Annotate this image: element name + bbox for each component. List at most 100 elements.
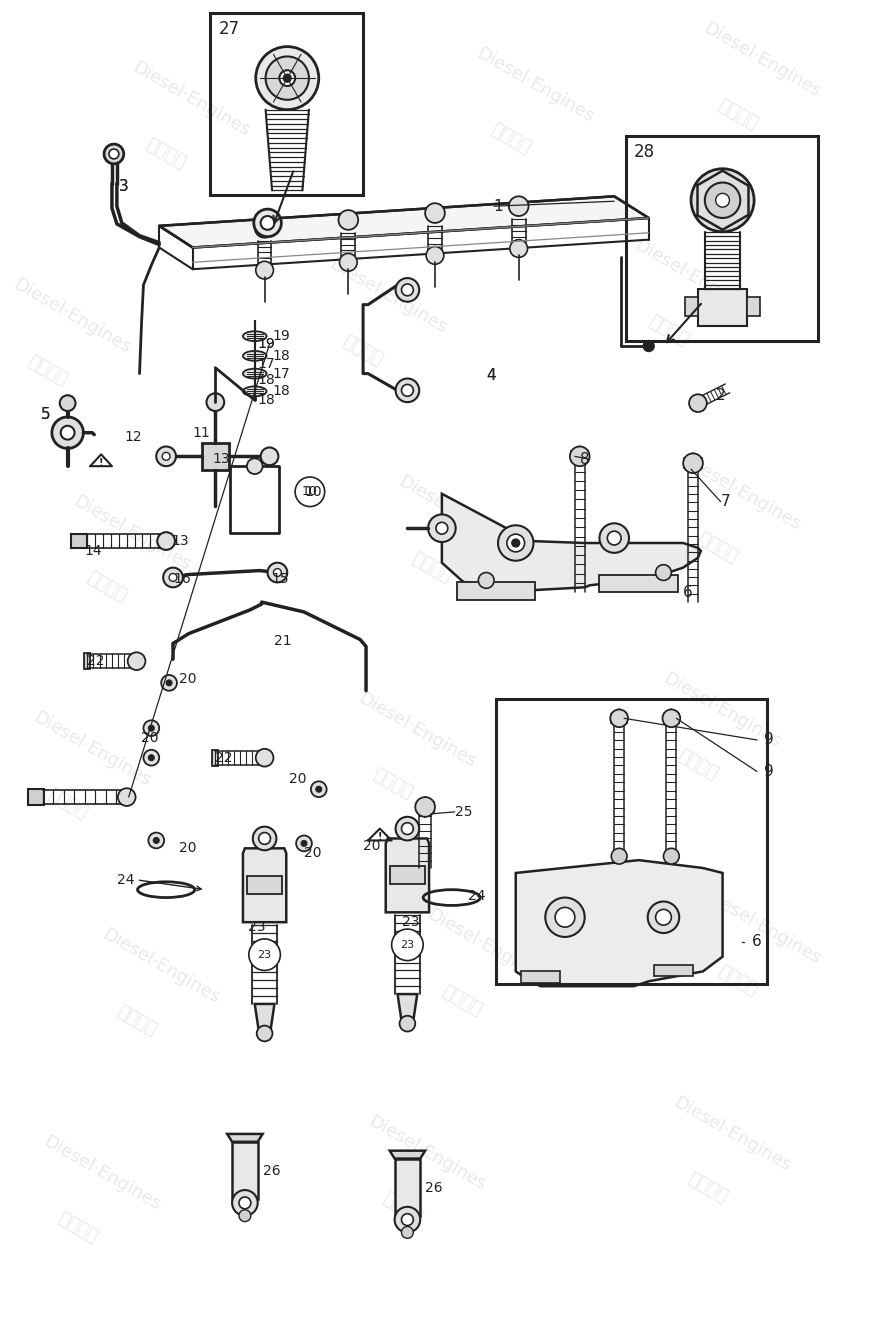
Circle shape bbox=[663, 848, 679, 864]
Circle shape bbox=[611, 710, 628, 727]
Text: 紫发动力: 紫发动力 bbox=[714, 963, 760, 1000]
Circle shape bbox=[149, 832, 164, 848]
Text: 21: 21 bbox=[274, 635, 292, 648]
Circle shape bbox=[656, 909, 671, 925]
Text: 5: 5 bbox=[41, 407, 51, 423]
Text: 9: 9 bbox=[764, 764, 773, 778]
Text: 23: 23 bbox=[402, 915, 420, 930]
Text: 19: 19 bbox=[258, 337, 275, 352]
Circle shape bbox=[52, 417, 84, 449]
Ellipse shape bbox=[243, 369, 267, 378]
Text: Diesel·Engines: Diesel·Engines bbox=[40, 1133, 164, 1214]
Text: Diesel·Engines: Diesel·Engines bbox=[129, 59, 253, 141]
Text: 13: 13 bbox=[171, 533, 189, 548]
Text: 2: 2 bbox=[716, 387, 725, 403]
Text: Diesel·Engines: Diesel·Engines bbox=[631, 236, 755, 317]
Circle shape bbox=[546, 898, 585, 936]
Ellipse shape bbox=[243, 332, 267, 341]
Bar bbox=[626, 136, 818, 341]
Circle shape bbox=[401, 823, 413, 835]
Circle shape bbox=[61, 425, 75, 440]
Bar bbox=[210, 13, 363, 195]
Text: 22: 22 bbox=[87, 655, 105, 668]
Circle shape bbox=[253, 827, 277, 851]
Text: 19: 19 bbox=[258, 337, 275, 352]
Text: 7: 7 bbox=[721, 494, 730, 510]
Ellipse shape bbox=[243, 350, 267, 361]
Text: 紫发动力: 紫发动力 bbox=[379, 1189, 425, 1226]
Text: 23: 23 bbox=[400, 940, 415, 950]
Text: 紫发动力: 紫发动力 bbox=[340, 332, 386, 370]
Circle shape bbox=[143, 720, 159, 736]
Text: 4: 4 bbox=[486, 367, 496, 383]
Circle shape bbox=[301, 840, 307, 847]
Circle shape bbox=[166, 680, 172, 686]
Polygon shape bbox=[255, 1004, 274, 1030]
Circle shape bbox=[206, 394, 224, 411]
Text: 5: 5 bbox=[41, 407, 51, 423]
Circle shape bbox=[149, 755, 154, 761]
Polygon shape bbox=[515, 860, 723, 986]
Text: 紫发动力: 紫发动力 bbox=[675, 745, 721, 784]
Circle shape bbox=[400, 1015, 416, 1031]
Circle shape bbox=[512, 539, 520, 547]
Text: 紫发动力: 紫发动力 bbox=[694, 529, 740, 566]
Circle shape bbox=[60, 395, 76, 411]
Circle shape bbox=[169, 573, 177, 581]
Circle shape bbox=[283, 74, 291, 82]
Text: Diesel·Engines: Diesel·Engines bbox=[100, 926, 223, 1008]
Text: 19: 19 bbox=[272, 329, 290, 344]
Bar bbox=[201, 443, 229, 470]
Text: Diesel·Engines: Diesel·Engines bbox=[473, 43, 597, 126]
Circle shape bbox=[109, 149, 119, 159]
Circle shape bbox=[316, 786, 321, 793]
Circle shape bbox=[394, 1206, 420, 1233]
Text: 紫发动力: 紫发动力 bbox=[488, 121, 534, 158]
Circle shape bbox=[478, 573, 494, 589]
Circle shape bbox=[395, 278, 419, 302]
Text: 20: 20 bbox=[179, 672, 197, 686]
Text: 28: 28 bbox=[634, 144, 655, 161]
Bar bbox=[70, 535, 87, 548]
Polygon shape bbox=[227, 1134, 263, 1142]
Circle shape bbox=[259, 832, 271, 844]
Bar bbox=[85, 653, 90, 669]
Circle shape bbox=[127, 652, 145, 670]
Bar bbox=[521, 972, 560, 984]
Bar bbox=[653, 964, 693, 976]
Circle shape bbox=[254, 209, 281, 237]
Text: !: ! bbox=[99, 458, 103, 469]
Text: 紫发动力: 紫发动力 bbox=[439, 982, 485, 1019]
Text: 15: 15 bbox=[271, 573, 289, 586]
Text: Diesel·Engines: Diesel·Engines bbox=[660, 669, 784, 752]
Circle shape bbox=[401, 385, 413, 396]
Polygon shape bbox=[398, 994, 417, 1021]
Text: 20: 20 bbox=[179, 842, 197, 855]
Bar bbox=[685, 296, 698, 316]
Text: 17: 17 bbox=[258, 357, 275, 371]
Circle shape bbox=[265, 57, 309, 100]
Circle shape bbox=[401, 1226, 413, 1238]
Text: Diesel·Engines: Diesel·Engines bbox=[11, 275, 134, 357]
Circle shape bbox=[395, 817, 419, 840]
Text: 紫发动力: 紫发动力 bbox=[409, 549, 455, 586]
Text: 6: 6 bbox=[752, 934, 762, 950]
Circle shape bbox=[256, 1026, 272, 1042]
Circle shape bbox=[261, 448, 279, 465]
Circle shape bbox=[268, 562, 287, 582]
Circle shape bbox=[416, 797, 435, 817]
Circle shape bbox=[498, 525, 533, 561]
Circle shape bbox=[510, 240, 528, 257]
Bar bbox=[496, 698, 767, 984]
Text: 20: 20 bbox=[289, 772, 307, 786]
Circle shape bbox=[392, 928, 423, 960]
Bar bbox=[457, 582, 536, 601]
Bar bbox=[600, 574, 678, 593]
Bar bbox=[698, 288, 748, 327]
Circle shape bbox=[705, 183, 740, 219]
Circle shape bbox=[395, 378, 419, 402]
Circle shape bbox=[158, 532, 175, 551]
Text: 26: 26 bbox=[263, 1164, 280, 1179]
Text: Diesel·Engines: Diesel·Engines bbox=[69, 493, 193, 574]
Text: 17: 17 bbox=[272, 366, 290, 381]
